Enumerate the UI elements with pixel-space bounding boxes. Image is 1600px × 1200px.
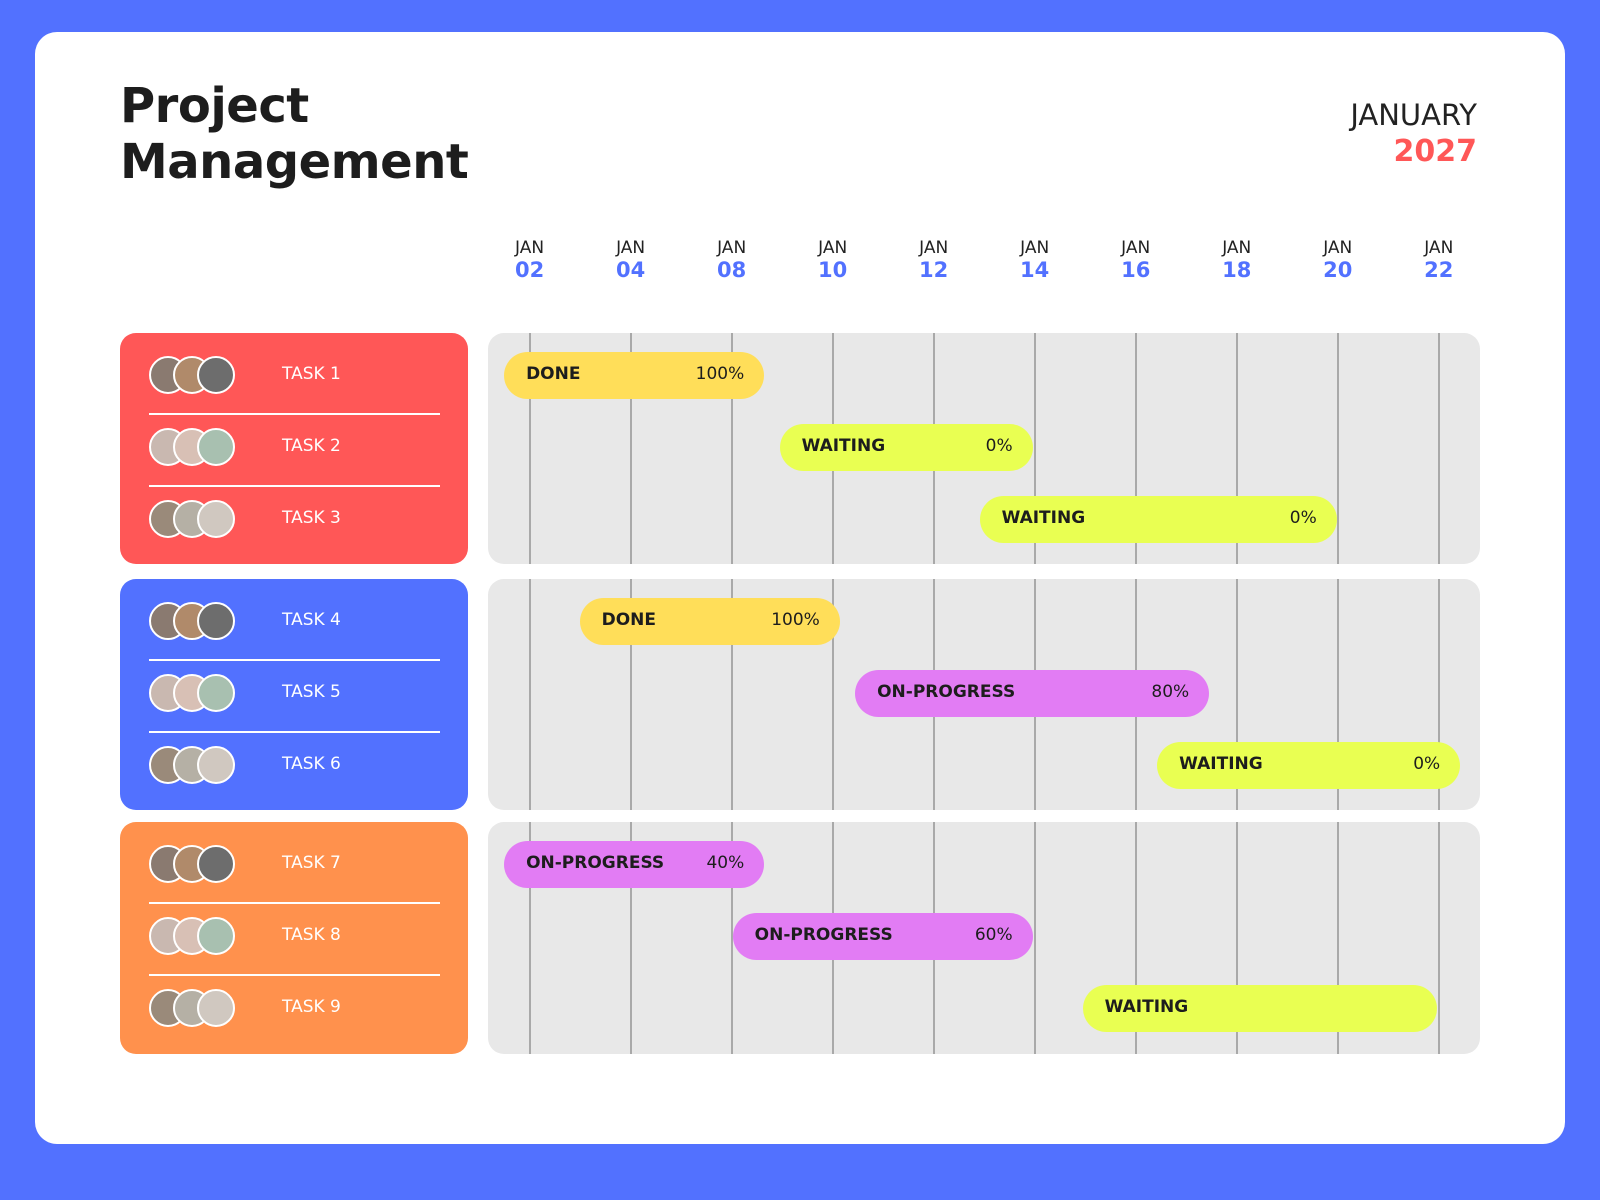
date-day: 22 xyxy=(1424,258,1454,282)
task-status: DONE xyxy=(601,609,656,630)
date-day: 08 xyxy=(717,258,747,282)
task-name: TASK 9 xyxy=(282,997,341,1018)
date-day: 12 xyxy=(919,258,949,282)
task-status: ON-PROGRESS xyxy=(754,925,893,946)
date-month: JAN xyxy=(1020,238,1050,258)
grid-line xyxy=(629,822,632,1055)
grid-line xyxy=(528,822,531,1055)
task-bar xyxy=(504,841,765,889)
grid-line xyxy=(528,332,531,565)
grid-line xyxy=(1336,822,1339,1055)
row-separator xyxy=(149,974,440,977)
grid-line xyxy=(730,822,733,1055)
grid-line xyxy=(730,332,733,565)
task-progress: 0% xyxy=(1413,753,1441,774)
grid-line xyxy=(629,332,632,565)
grid-line xyxy=(629,578,632,811)
row-separator xyxy=(149,658,440,661)
task-status: WAITING xyxy=(1179,753,1263,774)
avatar xyxy=(197,601,235,640)
date-day: 20 xyxy=(1323,258,1353,282)
task-bar xyxy=(504,351,765,399)
task-bar xyxy=(779,423,1033,471)
task-status: DONE xyxy=(526,363,581,384)
date-day: 14 xyxy=(1020,258,1050,282)
avatar xyxy=(197,499,235,538)
avatar xyxy=(197,917,235,956)
date-month: JAN xyxy=(515,238,545,258)
task-name: TASK 6 xyxy=(282,753,341,774)
row-separator xyxy=(149,412,440,415)
grid-line xyxy=(1235,822,1238,1055)
avatar xyxy=(197,745,235,784)
task-name: TASK 1 xyxy=(282,363,341,384)
row-separator xyxy=(149,902,440,905)
date-day: 10 xyxy=(818,258,848,282)
task-progress: 0% xyxy=(1289,507,1317,528)
task-progress: 40% xyxy=(706,853,745,874)
avatar xyxy=(197,845,235,884)
task-bar xyxy=(1157,741,1461,789)
grid-line xyxy=(1336,332,1339,565)
task-name: TASK 3 xyxy=(282,507,341,528)
date-day: 02 xyxy=(514,258,545,282)
grid-line xyxy=(1336,578,1339,811)
grid-line xyxy=(1437,822,1440,1055)
grid-line xyxy=(831,578,834,811)
date-month: JAN xyxy=(818,238,848,258)
month: JANUARY xyxy=(1350,98,1477,132)
date-day: 18 xyxy=(1222,258,1252,282)
task-name: TASK 8 xyxy=(282,925,341,946)
grid-line xyxy=(730,578,733,811)
year: 2027 xyxy=(1393,134,1478,169)
grid-line xyxy=(1033,332,1036,565)
avatar xyxy=(197,673,235,712)
date-month: JAN xyxy=(1121,238,1151,258)
date-month: JAN xyxy=(616,238,646,258)
date-day: 16 xyxy=(1121,258,1151,282)
grid-line xyxy=(1437,332,1440,565)
date-month: JAN xyxy=(1424,238,1454,258)
task-progress: 100% xyxy=(695,363,745,384)
avatar xyxy=(197,355,235,394)
grid-line xyxy=(1235,578,1238,811)
task-progress: 0% xyxy=(985,435,1013,456)
grid-line xyxy=(1134,332,1137,565)
task-name: TASK 2 xyxy=(282,435,341,456)
task-status: ON-PROGRESS xyxy=(526,853,665,874)
avatar xyxy=(197,427,235,466)
row-separator xyxy=(149,730,440,733)
task-bar xyxy=(579,597,840,645)
date-day: 04 xyxy=(615,258,646,282)
task-progress: 100% xyxy=(771,609,820,630)
row-separator xyxy=(149,484,440,487)
task-progress: 80% xyxy=(1151,681,1190,702)
grid-line xyxy=(1235,332,1238,565)
task-bar xyxy=(732,913,1033,961)
grid-line xyxy=(1437,578,1440,811)
task-bar xyxy=(1082,985,1437,1033)
task-status: WAITING xyxy=(801,435,886,456)
grid-line xyxy=(528,578,531,811)
date-month: JAN xyxy=(919,238,949,258)
title: Project Management xyxy=(120,78,469,190)
date-month: JAN xyxy=(717,238,747,258)
grid-line xyxy=(1033,822,1036,1055)
task-name: TASK 5 xyxy=(282,681,341,702)
task-bar xyxy=(979,495,1337,543)
grid-line xyxy=(1134,822,1137,1055)
task-bar xyxy=(855,669,1210,717)
task-name: TASK 4 xyxy=(282,609,341,630)
task-status: WAITING xyxy=(1001,507,1086,528)
task-progress: 60% xyxy=(974,925,1013,946)
avatar xyxy=(197,989,235,1028)
date-month: JAN xyxy=(1222,238,1252,258)
task-name: TASK 7 xyxy=(282,853,341,874)
task-status: WAITING xyxy=(1104,997,1189,1018)
task-status: ON-PROGRESS xyxy=(877,681,1016,702)
date-month: JAN xyxy=(1323,238,1353,258)
